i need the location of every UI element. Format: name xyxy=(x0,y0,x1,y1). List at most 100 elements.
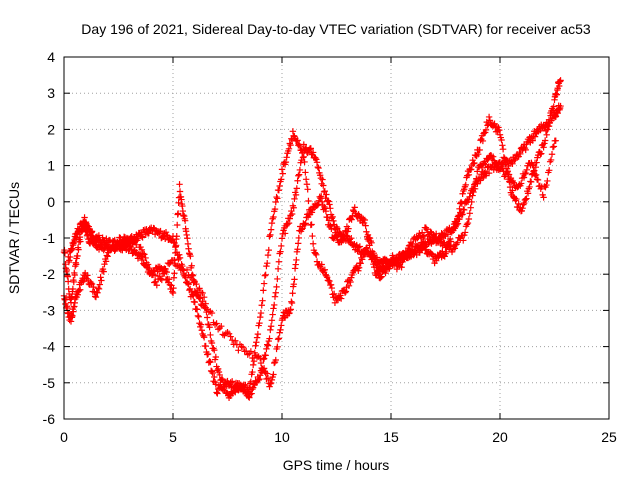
series-track-c xyxy=(65,137,559,390)
y-tick-label: -2 xyxy=(43,266,56,282)
data-point-marker xyxy=(314,201,321,209)
data-point-marker xyxy=(244,351,251,358)
data-point-marker xyxy=(293,256,300,264)
data-point-marker xyxy=(324,197,332,204)
data-point-marker xyxy=(279,170,286,177)
data-point-marker xyxy=(416,249,424,256)
data-point-marker xyxy=(176,251,183,258)
data-point-marker xyxy=(399,258,406,266)
data-point-marker xyxy=(266,233,273,240)
data-point-marker xyxy=(61,249,69,257)
data-point-marker xyxy=(247,378,255,385)
data-point-marker xyxy=(158,276,165,284)
data-point-marker xyxy=(540,144,547,151)
data-point-marker xyxy=(520,174,528,181)
data-point-marker xyxy=(378,273,385,280)
data-point-marker xyxy=(460,206,468,214)
data-point-marker xyxy=(275,187,283,194)
data-point-marker xyxy=(503,159,510,167)
data-point-marker xyxy=(95,285,102,292)
data-point-marker xyxy=(270,371,277,378)
data-point-marker xyxy=(332,229,339,236)
data-point-marker xyxy=(289,128,297,135)
y-tick-label: -5 xyxy=(43,375,56,391)
data-point-marker xyxy=(153,282,161,289)
data-point-marker xyxy=(183,231,190,239)
data-point-marker xyxy=(510,179,517,186)
data-point-marker xyxy=(108,244,116,252)
data-point-marker xyxy=(157,227,164,235)
data-point-marker xyxy=(526,183,533,191)
data-point-marker xyxy=(75,287,83,295)
data-point-marker xyxy=(286,215,293,222)
data-point-marker xyxy=(457,199,465,206)
data-point-marker xyxy=(204,314,211,321)
data-point-marker xyxy=(485,113,493,121)
data-point-marker xyxy=(523,166,530,173)
data-point-marker xyxy=(347,278,354,286)
data-point-marker xyxy=(137,243,144,251)
data-point-marker xyxy=(76,286,84,293)
data-point-marker xyxy=(344,228,351,235)
data-point-marker xyxy=(445,239,452,247)
data-point-marker xyxy=(131,233,138,241)
data-point-marker xyxy=(200,293,208,301)
data-point-marker xyxy=(273,283,280,291)
data-point-marker xyxy=(262,352,269,359)
data-point-marker xyxy=(83,227,90,235)
data-point-marker xyxy=(212,353,220,361)
data-point-marker xyxy=(196,320,203,327)
data-point-marker xyxy=(364,231,372,239)
data-point-marker xyxy=(465,215,473,223)
data-point-marker xyxy=(185,250,193,257)
data-point-marker xyxy=(144,261,152,268)
data-point-marker xyxy=(214,326,222,333)
data-point-marker xyxy=(312,250,319,257)
data-point-marker xyxy=(260,287,267,294)
data-point-marker xyxy=(165,276,173,283)
data-point-marker xyxy=(302,220,309,227)
data-point-marker xyxy=(323,274,331,281)
data-point-marker xyxy=(332,232,340,240)
data-point-marker xyxy=(446,243,454,250)
data-point-marker xyxy=(267,380,274,387)
data-point-marker xyxy=(221,383,229,390)
data-point-marker xyxy=(523,195,530,202)
data-point-marker xyxy=(146,265,153,272)
data-point-marker xyxy=(527,178,535,186)
data-point-marker xyxy=(454,213,462,220)
data-point-marker xyxy=(366,242,373,249)
data-point-marker xyxy=(471,159,478,167)
data-point-marker xyxy=(68,245,76,252)
data-point-marker xyxy=(83,232,91,239)
data-point-marker xyxy=(264,259,271,267)
data-point-marker xyxy=(74,291,81,298)
data-point-marker xyxy=(299,154,307,161)
data-point-marker xyxy=(193,306,201,313)
data-point-marker xyxy=(473,175,480,182)
data-point-marker xyxy=(496,126,503,134)
data-point-marker xyxy=(272,289,279,296)
data-point-marker xyxy=(276,182,283,190)
data-point-marker xyxy=(264,370,271,377)
data-point-marker xyxy=(84,231,91,238)
data-point-marker xyxy=(66,257,73,264)
data-point-marker xyxy=(288,210,296,218)
data-point-marker xyxy=(272,356,279,364)
data-point-marker xyxy=(549,107,557,114)
data-point-marker xyxy=(266,335,273,342)
data-point-marker xyxy=(366,234,374,242)
data-point-marker xyxy=(358,256,366,263)
data-point-marker xyxy=(268,376,276,384)
data-point-marker xyxy=(337,292,344,299)
data-point-marker xyxy=(172,243,180,250)
data-point-marker xyxy=(202,342,209,350)
y-tick-label: 4 xyxy=(47,49,55,65)
data-point-marker xyxy=(74,231,81,238)
data-point-marker xyxy=(482,161,489,168)
data-point-marker xyxy=(544,177,551,185)
data-point-marker xyxy=(84,272,91,279)
data-point-marker xyxy=(308,221,315,228)
data-point-marker xyxy=(543,181,550,189)
data-point-marker xyxy=(191,298,198,306)
